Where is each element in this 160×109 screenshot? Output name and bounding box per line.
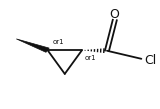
Text: O: O <box>109 8 119 21</box>
Polygon shape <box>16 39 49 52</box>
Text: Cl: Cl <box>144 54 157 67</box>
Text: or1: or1 <box>84 55 96 61</box>
Text: or1: or1 <box>53 39 65 45</box>
